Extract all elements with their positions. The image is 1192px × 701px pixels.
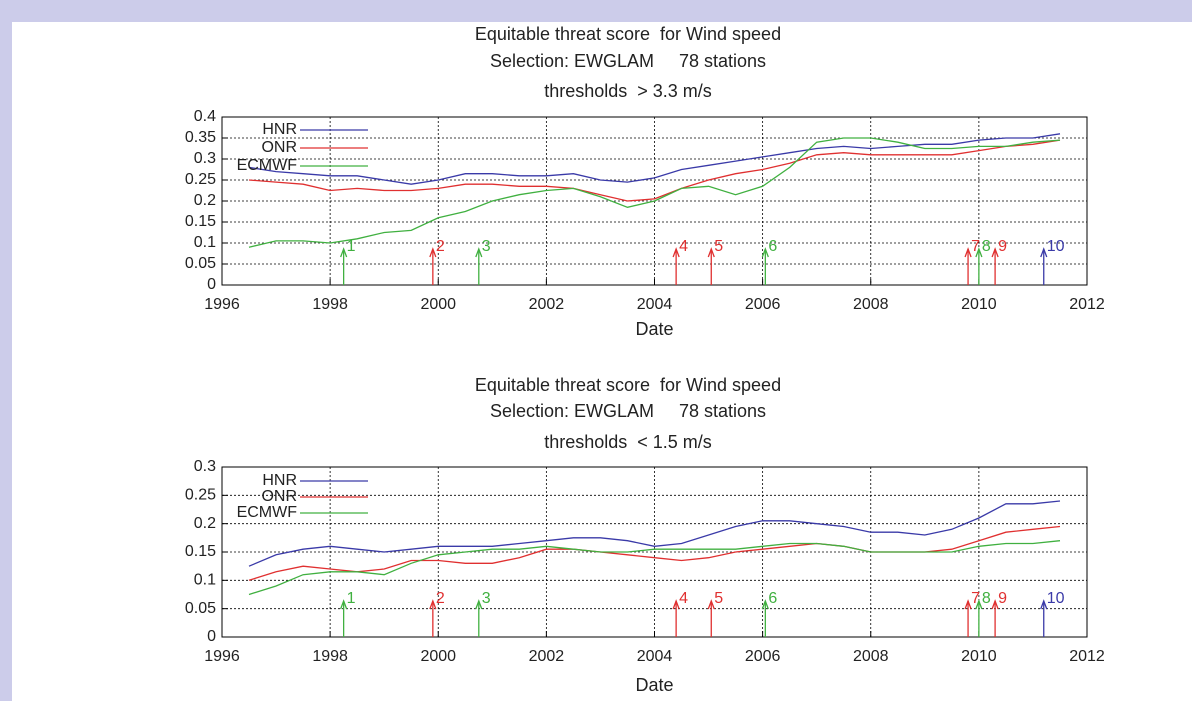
event-label: 10 <box>1047 238 1065 255</box>
plot-frame <box>221 466 1088 638</box>
legend-label: HNR <box>262 472 297 489</box>
event-arrowhead <box>761 247 769 258</box>
event-arrowhead <box>1040 599 1048 610</box>
x-tick-label: 2004 <box>637 296 673 313</box>
event-arrowhead <box>964 247 972 258</box>
y-tick-label: 0.15 <box>185 213 216 230</box>
event-arrowhead <box>975 599 983 610</box>
chart-threshold: thresholds < 1.5 m/s <box>544 432 712 452</box>
x-tick-label: 2010 <box>961 296 997 313</box>
x-tick-label: 2000 <box>420 296 456 313</box>
x-axis-label: Date <box>635 319 673 339</box>
event-label: 6 <box>768 238 777 255</box>
x-tick-label: 2006 <box>745 648 781 665</box>
event-arrowhead <box>340 247 348 258</box>
x-tick-label: 1996 <box>204 648 240 665</box>
event-label: 4 <box>679 590 688 607</box>
x-tick-label: 2008 <box>853 648 889 665</box>
chart-title: Equitable threat score for Wind speed <box>475 24 781 44</box>
event-label: 9 <box>998 590 1007 607</box>
event-label: 4 <box>679 238 688 255</box>
chart-subtitle: Selection: EWGLAM 78 stations <box>490 51 766 71</box>
y-tick-label: 0.35 <box>185 129 216 146</box>
y-tick-label: 0.1 <box>194 572 216 589</box>
event-label: 5 <box>714 590 723 607</box>
event-arrowhead <box>672 247 680 258</box>
y-tick-label: 0.4 <box>194 108 216 125</box>
event-arrowhead <box>475 247 483 258</box>
legend-label: ONR <box>261 488 297 505</box>
event-arrowhead <box>429 599 437 610</box>
event-label: 10 <box>1047 590 1065 607</box>
y-tick-label: 0 <box>207 628 216 645</box>
event-arrowhead <box>707 599 715 610</box>
y-tick-label: 0.1 <box>194 234 216 251</box>
legend-label: ONR <box>261 139 297 156</box>
series-line <box>248 500 1061 567</box>
x-axis-label: Date <box>635 675 673 695</box>
y-tick-label: 0.25 <box>185 171 216 188</box>
event-arrowhead <box>991 247 999 258</box>
event-arrowhead <box>975 247 983 258</box>
event-label: 3 <box>482 238 491 255</box>
legend-label: ECMWF <box>237 504 298 521</box>
y-tick-label: 0.05 <box>185 600 216 617</box>
event-arrowhead <box>1040 247 1048 258</box>
event-label: 1 <box>347 238 356 255</box>
event-label: 3 <box>482 590 491 607</box>
y-tick-label: 0.2 <box>194 515 216 532</box>
event-label: 9 <box>998 238 1007 255</box>
series-line <box>248 540 1061 596</box>
y-tick-label: 0.25 <box>185 487 216 504</box>
event-arrowhead <box>429 247 437 258</box>
y-tick-label: 0.3 <box>194 458 216 475</box>
event-label: 5 <box>714 238 723 255</box>
chart-title: Equitable threat score for Wind speed <box>475 375 781 395</box>
y-tick-label: 0.15 <box>185 543 216 560</box>
event-arrowhead <box>964 599 972 610</box>
legend-label: HNR <box>262 121 297 138</box>
y-tick-label: 0 <box>207 276 216 293</box>
event-label: 8 <box>982 590 991 607</box>
x-tick-label: 2002 <box>529 296 565 313</box>
event-arrowhead <box>761 599 769 610</box>
event-label: 2 <box>436 238 445 255</box>
event-arrowhead <box>991 599 999 610</box>
event-label: 8 <box>982 238 991 255</box>
y-tick-label: 0.05 <box>185 255 216 272</box>
series-line <box>248 133 1061 185</box>
x-tick-label: 2008 <box>853 296 889 313</box>
y-tick-label: 0.2 <box>194 192 216 209</box>
legend-label: ECMWF <box>237 157 298 174</box>
x-tick-label: 2002 <box>529 648 565 665</box>
series-line <box>248 137 1061 248</box>
event-label: 2 <box>436 590 445 607</box>
chart-subtitle: Selection: EWGLAM 78 stations <box>490 401 766 421</box>
x-tick-label: 2006 <box>745 296 781 313</box>
x-tick-label: 2004 <box>637 648 673 665</box>
event-label: 7 <box>971 238 980 255</box>
event-label: 7 <box>971 590 980 607</box>
event-arrowhead <box>340 599 348 610</box>
event-arrowhead <box>707 247 715 258</box>
x-tick-label: 2012 <box>1069 648 1105 665</box>
x-tick-label: 2012 <box>1069 296 1105 313</box>
x-tick-label: 1998 <box>312 296 348 313</box>
x-tick-label: 1996 <box>204 296 240 313</box>
event-label: 1 <box>347 590 356 607</box>
x-tick-label: 1998 <box>312 648 348 665</box>
plot-frame <box>221 116 1088 286</box>
x-tick-label: 2000 <box>420 648 456 665</box>
series-line <box>248 139 1061 202</box>
y-tick-label: 0.3 <box>194 150 216 167</box>
event-arrowhead <box>672 599 680 610</box>
event-arrowhead <box>475 599 483 610</box>
x-tick-label: 2010 <box>961 648 997 665</box>
chart-threshold: thresholds > 3.3 m/s <box>544 81 712 101</box>
page-panel <box>12 22 1192 701</box>
event-label: 6 <box>768 590 777 607</box>
